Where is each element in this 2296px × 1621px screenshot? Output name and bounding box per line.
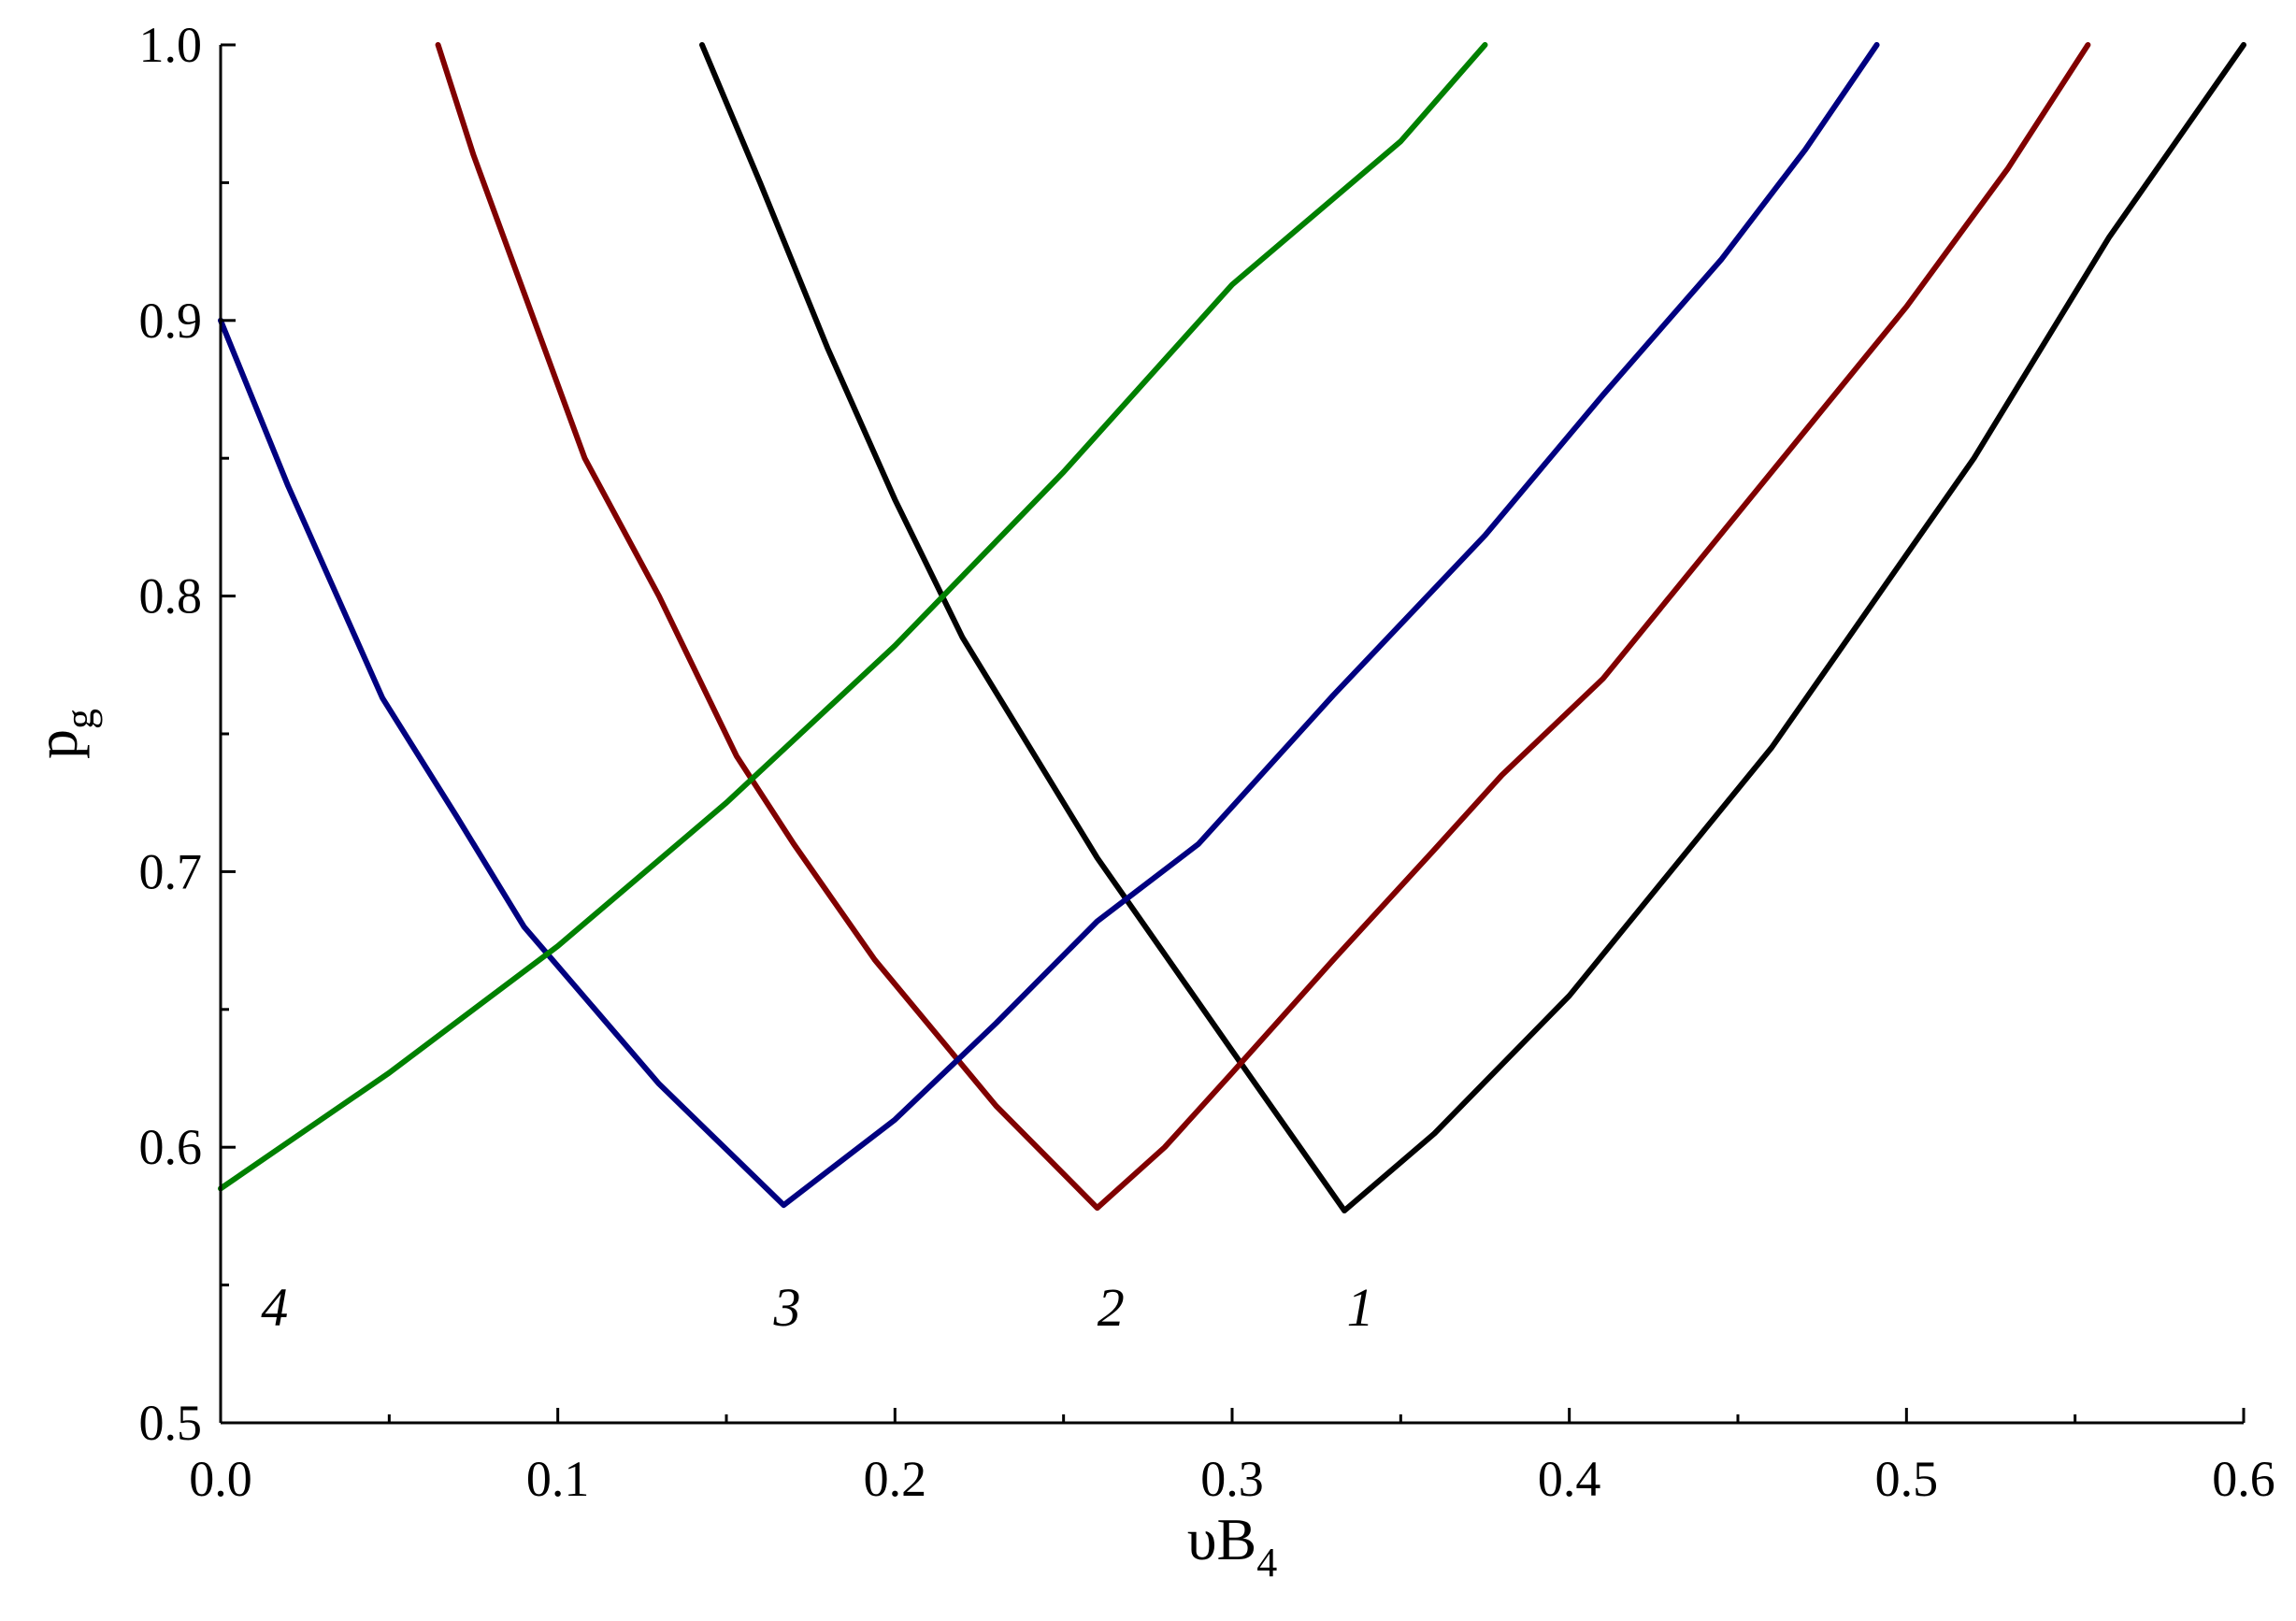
curves [218, 42, 2246, 1213]
x-tick-label: 0.2 [864, 1451, 927, 1507]
curve-label-1: 1 [1347, 1277, 1374, 1338]
series-line-1 [699, 42, 2246, 1213]
y-axis-title-sub: g [57, 709, 103, 729]
x-tick-label: 0.3 [1200, 1451, 1264, 1507]
y-tick-label: 0.5 [139, 1395, 203, 1451]
x-tick-label: 0.5 [1875, 1451, 1939, 1507]
plot-area: 0.0 0.1 0.2 0.3 0.4 0.5 0.60.50.60.70.80.91.0 … [139, 17, 2275, 1507]
x-axis-title: υB4 [1187, 1506, 1277, 1585]
x-axis-title-main: υB [1187, 1506, 1256, 1572]
x-axis-title-sub: 4 [1256, 1540, 1277, 1585]
series-line-2 [435, 42, 2091, 1212]
series-line-4 [218, 42, 1488, 1192]
curve-label-4: 4 [261, 1277, 288, 1338]
y-tick-label: 0.7 [139, 843, 203, 899]
axes [219, 43, 2246, 1425]
curve-label-2: 2 [1098, 1277, 1125, 1338]
y-tick-label: 1.0 [139, 17, 203, 73]
y-tick-label: 0.6 [139, 1119, 203, 1175]
tick-labels: 0.0 0.1 0.2 0.3 0.4 0.5 0.6 0.5 0.6 0.7 0.8 0.9 1.0 [139, 17, 2275, 1507]
x-tick-label: 0.1 [526, 1451, 590, 1507]
y-axis-title: pg [23, 709, 103, 759]
y-tick-label: 0.9 [139, 293, 203, 349]
curve-labels: 4 3 2 1 [261, 1277, 1373, 1338]
x-tick-label: 0.0 [189, 1451, 252, 1507]
curve-label-3: 3 [772, 1277, 800, 1338]
x-tick-label: 0.6 [2212, 1451, 2275, 1507]
y-tick-label: 0.8 [139, 568, 203, 624]
y-axis-title-main: p [23, 729, 90, 759]
x-tick-label: 0.4 [1538, 1451, 1601, 1507]
series-line-3 [218, 42, 1880, 1209]
